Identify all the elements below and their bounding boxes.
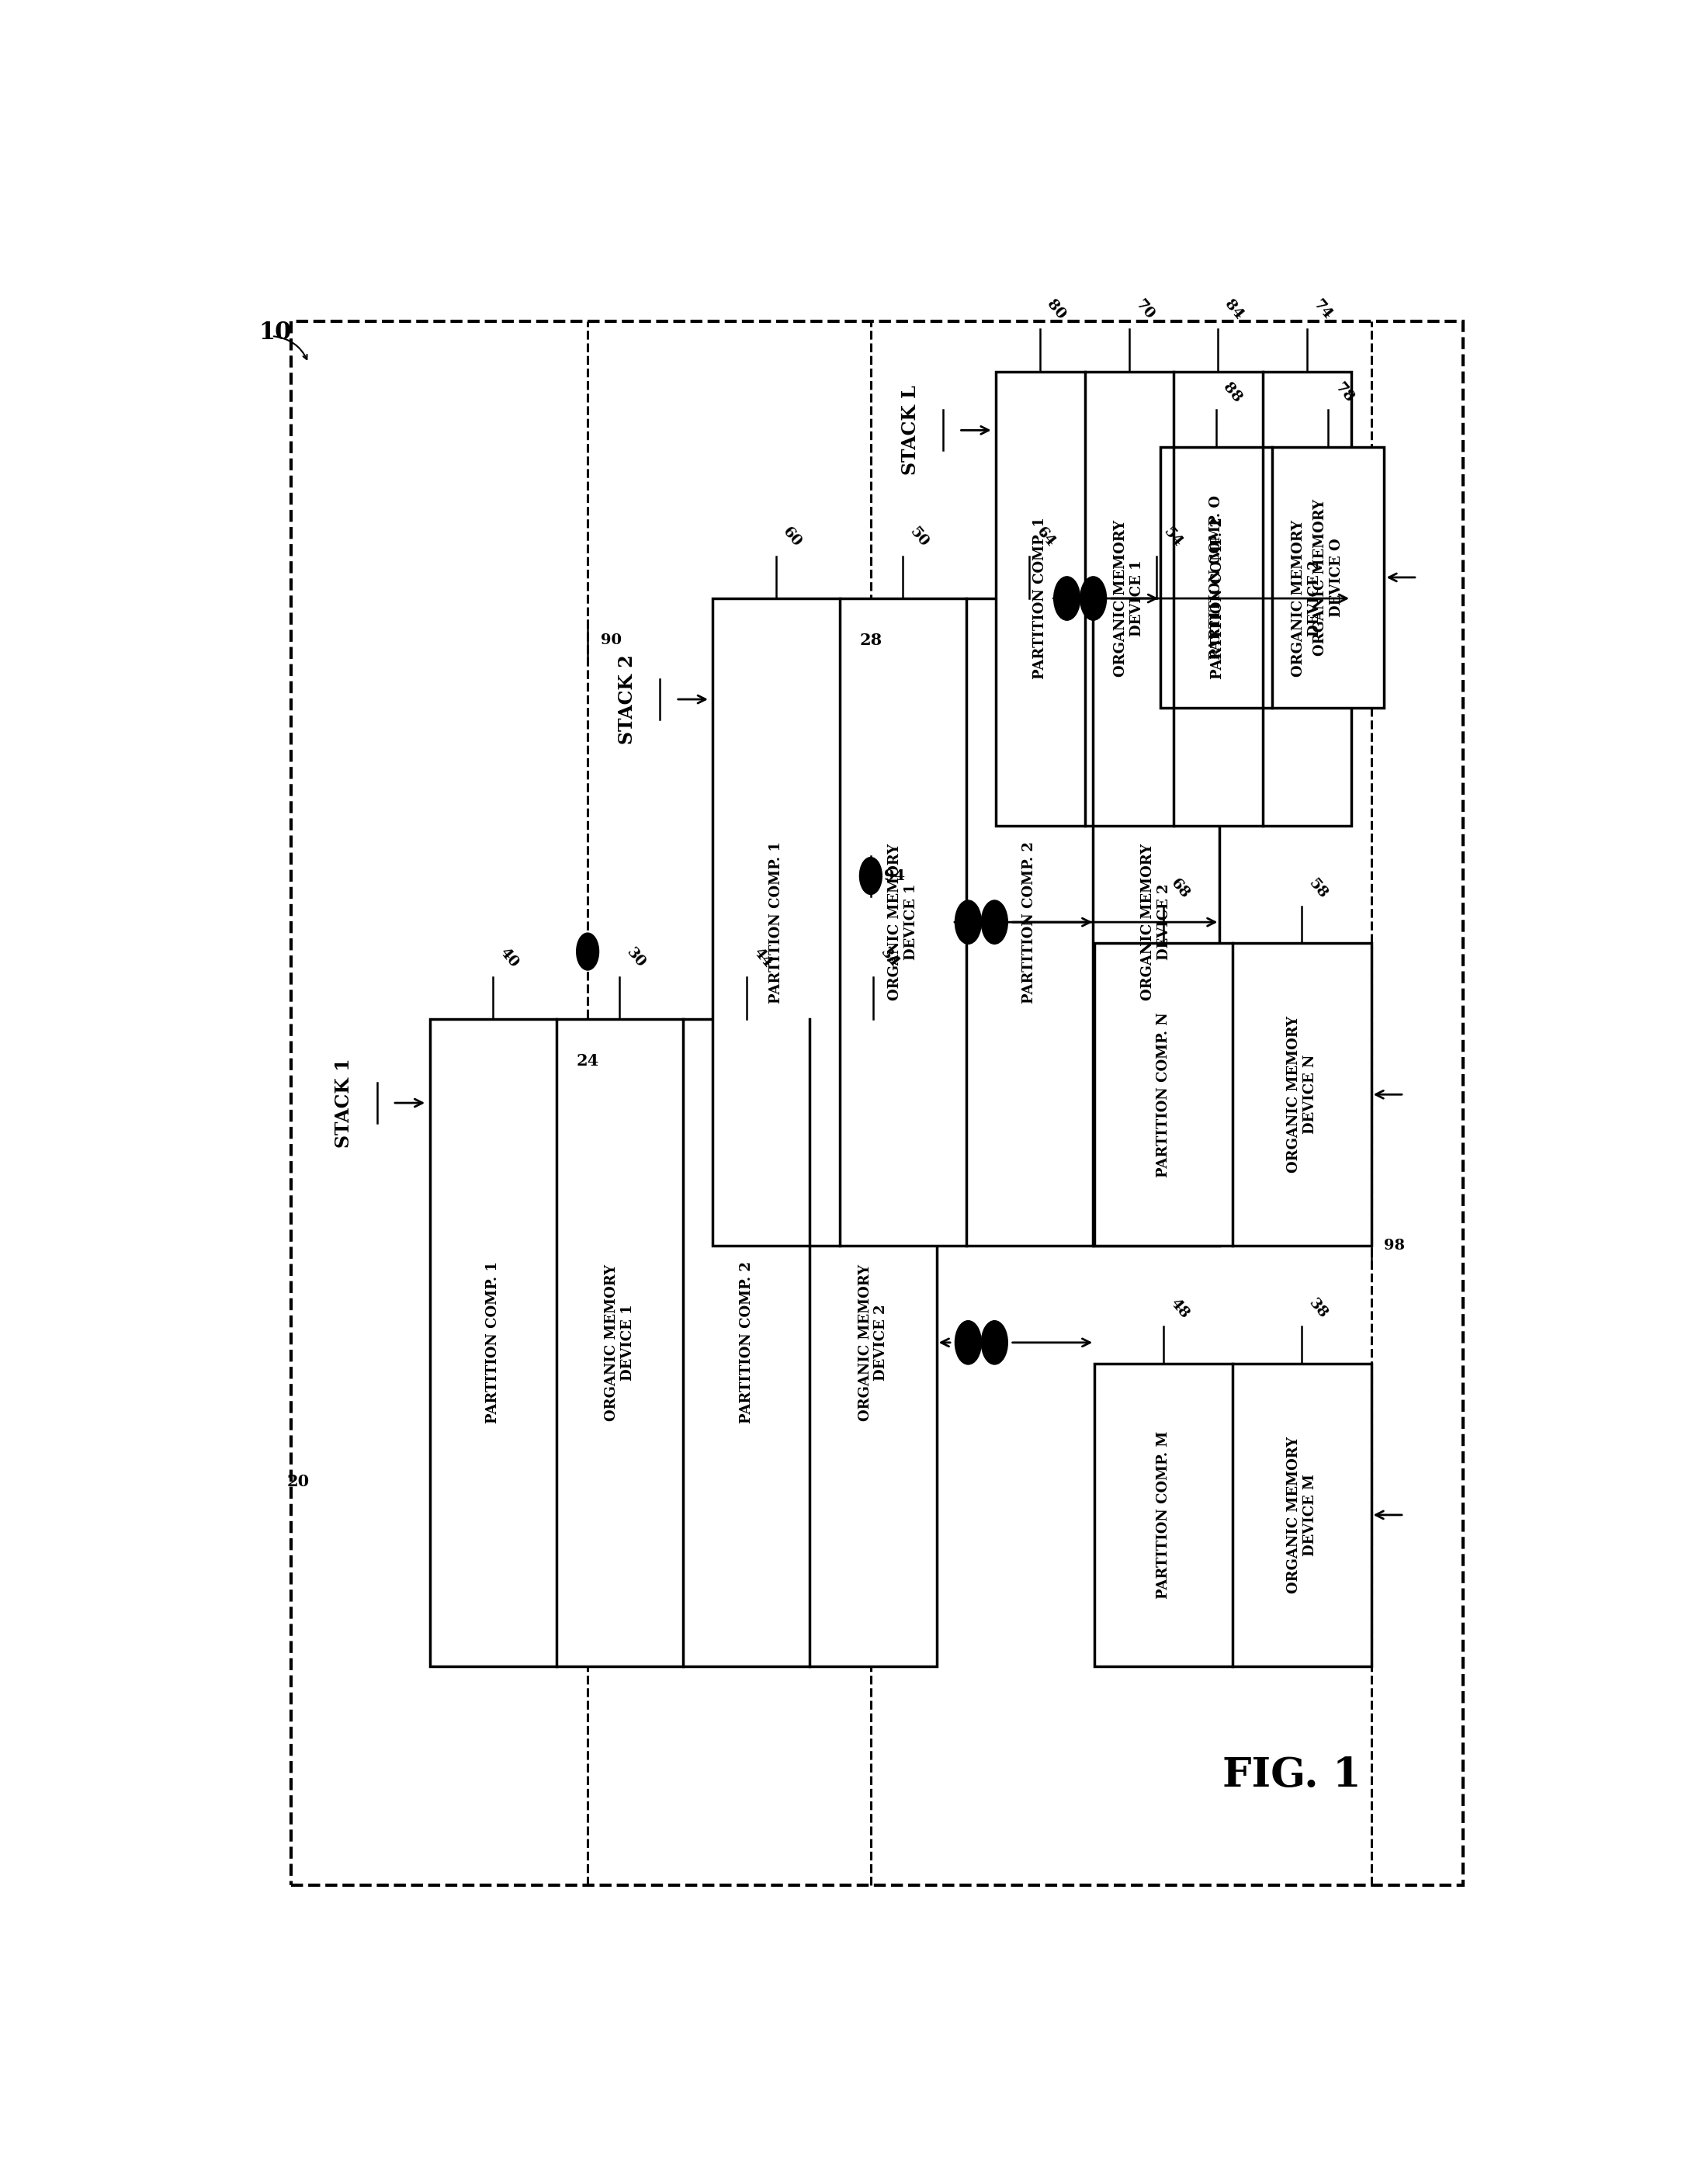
FancyBboxPatch shape [430,1018,936,1666]
Text: ORGANIC MEMORY
DEVICE 1: ORGANIC MEMORY DEVICE 1 [889,843,917,1000]
Text: PARTITION COMP. 2: PARTITION COMP. 2 [1023,841,1036,1002]
Text: ORGANIC MEMORY
DEVICE 2: ORGANIC MEMORY DEVICE 2 [1291,520,1322,677]
Text: 44: 44 [751,946,775,970]
Text: ORGANIC MEMORY
DEVICE 1: ORGANIC MEMORY DEVICE 1 [1115,520,1143,677]
Text: 20: 20 [287,1474,309,1489]
Text: ORGANIC MEMORY
DEVICE M: ORGANIC MEMORY DEVICE M [1286,1437,1317,1594]
Text: 94: 94 [883,869,906,882]
Text: 24: 24 [576,1053,600,1068]
FancyBboxPatch shape [714,598,1220,1245]
Text: ORGANIC MEMORY
DEVICE O: ORGANIC MEMORY DEVICE O [1313,498,1344,655]
Text: PARTITION COMP. 1: PARTITION COMP. 1 [1033,518,1047,679]
Ellipse shape [955,1321,982,1365]
Text: PARTITION COMP. N: PARTITION COMP. N [1157,1011,1171,1177]
Text: 84: 84 [1222,297,1245,323]
Text: ORGANIC MEMORY
DEVICE 2: ORGANIC MEMORY DEVICE 2 [1142,843,1171,1000]
Text: ORGANIC MEMORY
DEVICE 1: ORGANIC MEMORY DEVICE 1 [605,1265,635,1422]
Text: 78: 78 [1332,380,1356,404]
Text: 34: 34 [877,946,902,970]
Text: ORGANIC MEMORY
DEVICE 2: ORGANIC MEMORY DEVICE 2 [858,1265,889,1422]
FancyBboxPatch shape [996,371,1351,826]
Text: 64: 64 [1033,524,1058,550]
Text: 70: 70 [1133,297,1157,323]
Ellipse shape [982,900,1008,943]
Text: PARTITION COMP. 2: PARTITION COMP. 2 [739,1262,753,1424]
Text: FIG. 1: FIG. 1 [1223,1756,1361,1795]
Text: 50: 50 [907,524,931,550]
Text: 58: 58 [1307,876,1330,902]
FancyBboxPatch shape [1094,1363,1371,1666]
Ellipse shape [860,858,882,895]
Text: 74: 74 [1312,297,1335,323]
Bar [292,321,1463,1885]
Text: PARTITION COMP. 1: PARTITION COMP. 1 [770,841,783,1002]
Text: 68: 68 [1167,876,1193,902]
Text: STACK L: STACK L [900,384,919,476]
Text: 88: 88 [1220,380,1244,404]
Text: STACK 2: STACK 2 [618,655,637,745]
FancyBboxPatch shape [1160,448,1385,708]
Text: 30: 30 [624,946,647,970]
Text: PARTITION COMP. M: PARTITION COMP. M [1157,1431,1171,1599]
FancyBboxPatch shape [1094,943,1371,1245]
Text: 60: 60 [780,524,804,550]
Text: 48: 48 [1167,1297,1191,1321]
Text: 40: 40 [496,946,522,970]
Text: 80: 80 [1045,297,1069,323]
Text: 98: 98 [1385,1238,1405,1254]
Text: 90: 90 [601,633,622,646]
Text: PARTITION COMP. 2: PARTITION COMP. 2 [1211,518,1225,679]
Text: PARTITION COMP. O: PARTITION COMP. O [1210,496,1223,660]
Text: 28: 28 [860,633,882,649]
Ellipse shape [576,933,598,970]
Text: STACK 1: STACK 1 [335,1057,353,1149]
Text: ORGANIC MEMORY
DEVICE N: ORGANIC MEMORY DEVICE N [1286,1016,1317,1173]
Ellipse shape [982,1321,1008,1365]
Ellipse shape [1081,577,1106,620]
Text: 54: 54 [1160,524,1184,550]
Text: 38: 38 [1307,1297,1330,1321]
Ellipse shape [955,900,982,943]
Ellipse shape [1053,577,1081,620]
Text: PARTITION COMP. 1: PARTITION COMP. 1 [486,1262,500,1424]
Text: 10: 10 [258,321,291,345]
